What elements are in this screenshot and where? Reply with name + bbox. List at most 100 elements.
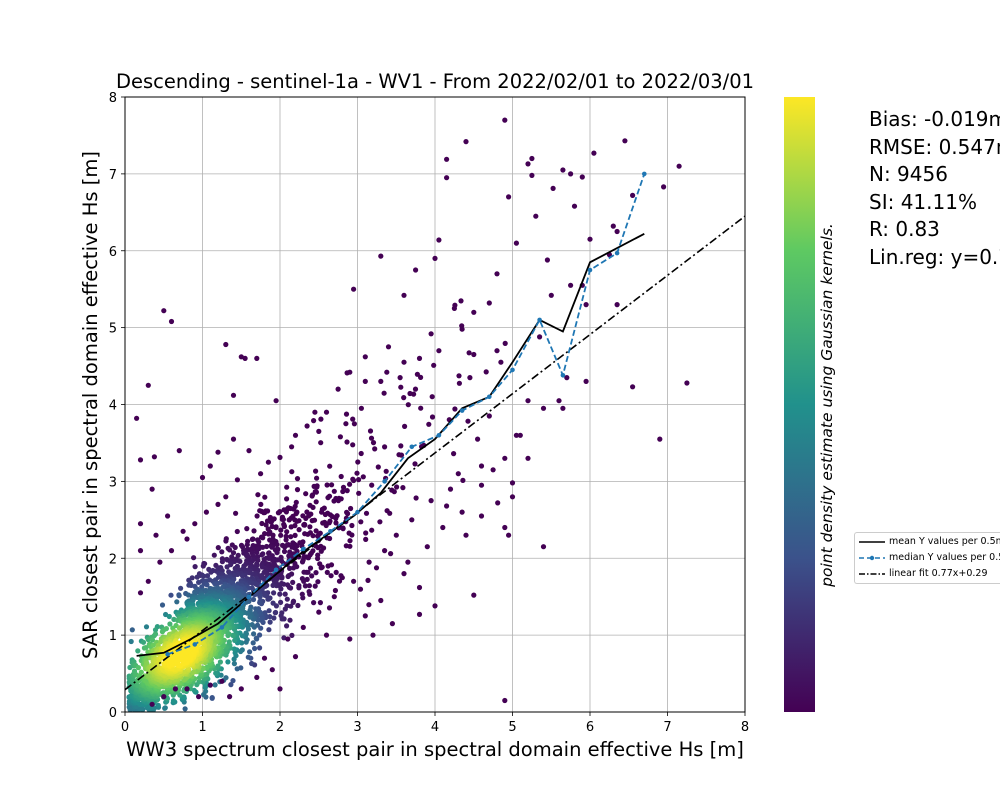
scatter-point-outlier (583, 378, 589, 384)
scatter-point-outlier (494, 348, 500, 354)
scatter-point-outlier (444, 175, 450, 181)
scatter-point-outlier (401, 571, 407, 577)
scatter-point (278, 586, 284, 592)
scatter-point-outlier (258, 471, 264, 477)
scatter-point-outlier (230, 392, 237, 398)
scatter-point (319, 509, 325, 515)
scatter-point (310, 504, 316, 510)
scatter-point-outlier (265, 459, 271, 465)
scatter-point-outlier (323, 409, 330, 415)
scatter-point (313, 499, 319, 505)
scatter-point (303, 515, 309, 522)
scatter-point (285, 573, 291, 580)
scatter-point (296, 585, 302, 591)
scatter-point (288, 603, 294, 609)
scatter-point-outlier (207, 463, 213, 469)
y-tick-label: 4 (109, 399, 117, 414)
scatter-point (249, 660, 255, 667)
scatter-point (260, 535, 266, 541)
scatter-point (349, 522, 355, 529)
y-tick-label: 3 (109, 475, 117, 490)
scatter-point-outlier (657, 436, 663, 442)
scatter-point (458, 298, 464, 304)
scatter-point (311, 483, 317, 489)
scatter-point (302, 531, 308, 537)
scatter-point-outlier (165, 513, 171, 519)
scatter-point (254, 549, 260, 556)
scatter-point (231, 661, 237, 667)
scatter-point-outlier (529, 172, 535, 178)
scatter-point-outlier (269, 667, 275, 673)
scatter-point (271, 615, 277, 621)
scatter-point (176, 625, 182, 631)
scatter-point (429, 414, 436, 420)
scatter-point-outlier (478, 513, 485, 519)
scatter-point (178, 585, 184, 591)
scatter-point-outlier (351, 578, 357, 584)
scatter-point (281, 548, 288, 555)
scatter-point (281, 523, 287, 530)
scatter-point-outlier (145, 382, 151, 388)
scatter-point (295, 602, 301, 609)
scatter-point (237, 558, 243, 565)
scatter-point-outlier (323, 632, 330, 638)
scatter-point-outlier (494, 271, 500, 277)
scatter-point-outlier (192, 521, 198, 527)
scatter-point (283, 509, 289, 515)
scatter-point-outlier (540, 544, 547, 550)
x-tick-label: 5 (508, 720, 516, 735)
scatter-point-outlier (366, 559, 372, 565)
scatter-point (209, 695, 215, 701)
scatter-point (268, 519, 274, 525)
median-curve-point (246, 594, 252, 599)
scatter-point-outlier (335, 386, 341, 392)
scatter-point (366, 602, 372, 608)
scatter-point-outlier (362, 378, 368, 384)
x-tick-label: 2 (276, 720, 284, 735)
scatter-point (258, 501, 264, 507)
scatter-point-outlier (684, 380, 690, 386)
median-curve-point (459, 408, 465, 413)
scatter-point-outlier (149, 701, 155, 707)
scatter-point (255, 492, 261, 498)
scatter-point (243, 639, 249, 645)
scatter-point (313, 489, 319, 495)
scatter-point (128, 638, 134, 645)
scatter-point (266, 608, 272, 614)
scatter-point-outlier (428, 498, 434, 504)
scatter-point (338, 573, 344, 579)
scatter-point-outlier (506, 532, 512, 538)
scatter-point (346, 530, 352, 536)
legend-item-linear-fit: linear fit 0.77x+0.29 (855, 567, 1000, 581)
scatter-point (223, 538, 229, 544)
legend: mean Y values per 0.5m bin median Y valu… (854, 532, 1000, 584)
scatter-point (384, 369, 390, 375)
scatter-point (377, 519, 383, 525)
scatter-point (367, 428, 374, 434)
scatter-point (306, 589, 312, 595)
scatter-point (257, 600, 263, 606)
scatter-point (301, 522, 307, 528)
scatter-point-outlier (277, 686, 283, 692)
scatter-point-outlier (389, 621, 395, 627)
scatter-point (302, 583, 308, 589)
scatter-point-outlier (409, 517, 415, 523)
scatter-point-outlier (610, 223, 616, 229)
scatter-point (278, 599, 284, 606)
scatter-point (168, 592, 174, 598)
scatter-point (332, 587, 338, 594)
scatter-point (304, 509, 310, 515)
scatter-point (162, 705, 168, 711)
scatter-point (287, 565, 293, 572)
scatter-point (253, 606, 259, 612)
scatter-point-outlier (137, 521, 144, 527)
scatter-point (328, 573, 334, 579)
scatter-point (212, 682, 218, 688)
scatter-point (456, 380, 462, 386)
scatter-point-outlier (227, 694, 233, 700)
scatter-point (264, 543, 270, 550)
scatter-point (267, 619, 273, 625)
scatter-point (208, 569, 214, 575)
scatter-point (322, 511, 328, 518)
scatter-point-outlier (513, 432, 520, 438)
